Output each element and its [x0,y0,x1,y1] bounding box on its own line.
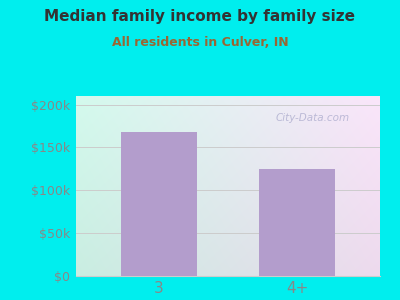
Bar [121,132,197,276]
Text: City-Data.com: City-Data.com [276,112,350,123]
Bar [259,169,335,276]
Text: All residents in Culver, IN: All residents in Culver, IN [112,36,288,49]
Text: Median family income by family size: Median family income by family size [44,9,356,24]
